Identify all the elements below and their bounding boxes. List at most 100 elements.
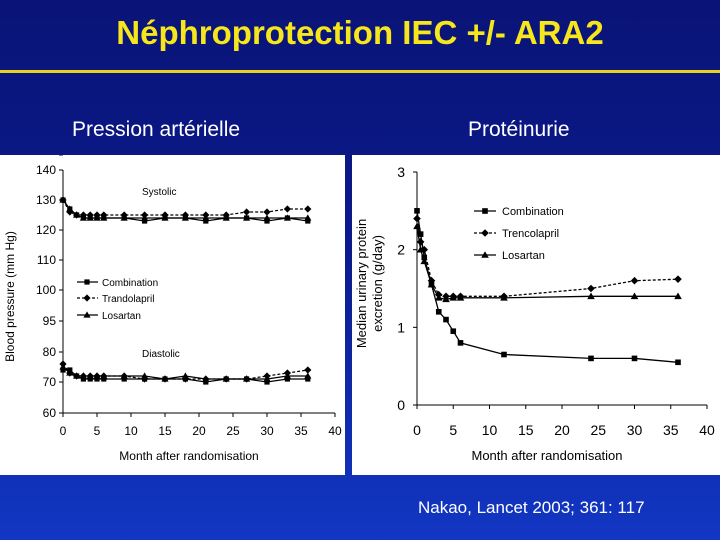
data-point-trencolapril	[413, 214, 421, 223]
data-point-systolic-trandolapril	[263, 208, 271, 216]
data-point-combination	[588, 355, 594, 362]
x-tick-label: 40	[699, 422, 715, 438]
y-axis-label: Blood pressure (mm Hg)	[3, 231, 17, 362]
y-tick-label: 100	[36, 283, 56, 297]
data-point-diastolic-losartan	[181, 372, 189, 379]
data-point-diastolic-combination	[284, 376, 290, 382]
data-point-losartan	[587, 292, 595, 300]
blood-pressure-chart: 60 70 80 90 95 100 110 120 130 140 0 5 10 15 20 25 30 35 4…	[3, 144, 342, 463]
data-point-systolic-losartan	[100, 214, 108, 221]
data-point-combination	[435, 309, 442, 315]
data-point-systolic-losartan	[93, 214, 101, 221]
y-tick-label: 3	[397, 164, 405, 180]
data-point-systolic-losartan	[73, 211, 81, 218]
data-point-losartan	[420, 257, 429, 265]
left-heading: Pression artérielle	[72, 118, 241, 141]
data-point-losartan	[500, 294, 508, 301]
data-point-losartan	[413, 222, 421, 230]
x-tick-label: 10	[124, 424, 138, 438]
data-point-systolic-combination	[305, 218, 311, 224]
data-point-losartan	[674, 292, 682, 300]
data-point-diastolic-losartan	[222, 375, 230, 382]
data-point-combination	[417, 231, 424, 237]
legend-marker	[481, 229, 489, 237]
y-tick-label: 1	[397, 319, 405, 335]
x-tick-label: 30	[627, 422, 643, 438]
data-point-systolic-combination	[142, 218, 148, 224]
data-point-combination	[631, 355, 638, 362]
data-point-combination	[414, 208, 420, 214]
annotation-diastolic: Diastolic	[142, 349, 180, 360]
reference-citation: Nakao, Lancet 2003; 361: 117	[418, 498, 645, 517]
data-point-losartan	[416, 245, 425, 253]
data-point-systolic-losartan	[222, 214, 230, 221]
x-tick-label: 20	[554, 422, 570, 438]
data-point-diastolic-losartan	[120, 372, 128, 379]
data-point-diastolic-losartan	[93, 372, 101, 379]
y-tick-label: 140	[36, 163, 56, 177]
x-axis-label: Month after randomisation	[471, 448, 622, 463]
data-point-systolic-losartan	[86, 214, 94, 221]
data-point-losartan	[442, 295, 450, 303]
data-point-trencolapril	[587, 284, 595, 293]
data-point-systolic-losartan	[59, 196, 67, 203]
data-point-systolic-trandolapril	[243, 208, 251, 216]
data-point-diastolic-losartan	[243, 375, 251, 382]
legend-label: Combination	[102, 278, 158, 289]
y-axis-label-line1: Median urinary protein	[354, 219, 369, 348]
data-point-losartan	[449, 294, 458, 301]
y-tick-label: 110	[37, 253, 56, 267]
x-tick-label: 35	[663, 422, 679, 438]
data-point-combination	[675, 359, 681, 366]
data-point-diastolic-losartan	[161, 375, 169, 382]
data-point-losartan	[427, 280, 436, 288]
annotation-systolic: Systolic	[142, 187, 176, 198]
data-point-systolic-losartan	[243, 214, 251, 221]
y-tick-label: 2	[397, 242, 405, 258]
data-point-trencolapril	[674, 275, 682, 283]
blood-pressure-panel: 60 70 80 90 95 100 110 120 130 140 0 5 10 15 20 25 30 35 4…	[0, 144, 345, 475]
y-tick-label: 60	[43, 406, 57, 420]
data-point-diastolic-losartan	[304, 372, 312, 379]
data-point-diastolic-losartan	[66, 369, 74, 376]
data-point-systolic-trandolapril	[283, 205, 291, 213]
x-tick-label: 5	[449, 422, 457, 438]
data-point-systolic-losartan	[120, 214, 128, 221]
y-tick-label: 0	[397, 397, 405, 413]
y-axis-label: Median urinary proteinexcretion (g/day)	[354, 219, 385, 348]
proteinuria-panel: 0 1 2 3 0 5 10 15 20 25 30 35 40 Month after randomis…	[352, 155, 720, 475]
y-axis-label-line2: excretion (g/day)	[370, 235, 385, 332]
x-tick-label: 20	[192, 424, 206, 438]
x-tick-label: 25	[226, 424, 240, 438]
x-tick-label: 40	[328, 424, 342, 438]
y-tick-label: 90	[43, 155, 57, 158]
data-point-systolic-losartan	[283, 214, 291, 221]
data-point-systolic-losartan	[79, 214, 87, 221]
data-point-combination	[421, 254, 428, 261]
y-tick-label: 80	[43, 345, 57, 359]
data-point-systolic-losartan	[202, 214, 210, 221]
data-point-systolic-losartan	[181, 214, 189, 221]
series-line-combination	[416, 210, 679, 363]
legend-label: Losartan	[102, 311, 141, 322]
data-point-combination	[450, 328, 457, 335]
y-tick-label: 130	[36, 193, 56, 207]
data-point-systolic-combination	[264, 218, 270, 224]
data-point-diastolic-losartan	[202, 375, 210, 382]
data-point-systolic-trandolapril	[304, 205, 312, 213]
data-point-systolic-losartan	[304, 214, 312, 221]
data-point-trencolapril	[630, 276, 639, 285]
legend-marker	[481, 251, 489, 258]
data-point-diastolic-losartan	[141, 372, 149, 379]
data-point-systolic-losartan	[141, 214, 149, 221]
data-point-diastolic-losartan	[59, 363, 67, 370]
data-point-systolic-combination	[203, 218, 209, 224]
legend-label: Combination	[502, 206, 564, 218]
data-point-diastolic-losartan	[100, 372, 108, 379]
x-tick-label: 0	[413, 422, 421, 438]
data-point-trencolapril	[416, 238, 425, 246]
slide-title: Néphroprotection IEC +/- ARA2	[116, 14, 604, 51]
data-point-combination	[457, 340, 464, 346]
x-tick-label: 25	[590, 422, 606, 438]
